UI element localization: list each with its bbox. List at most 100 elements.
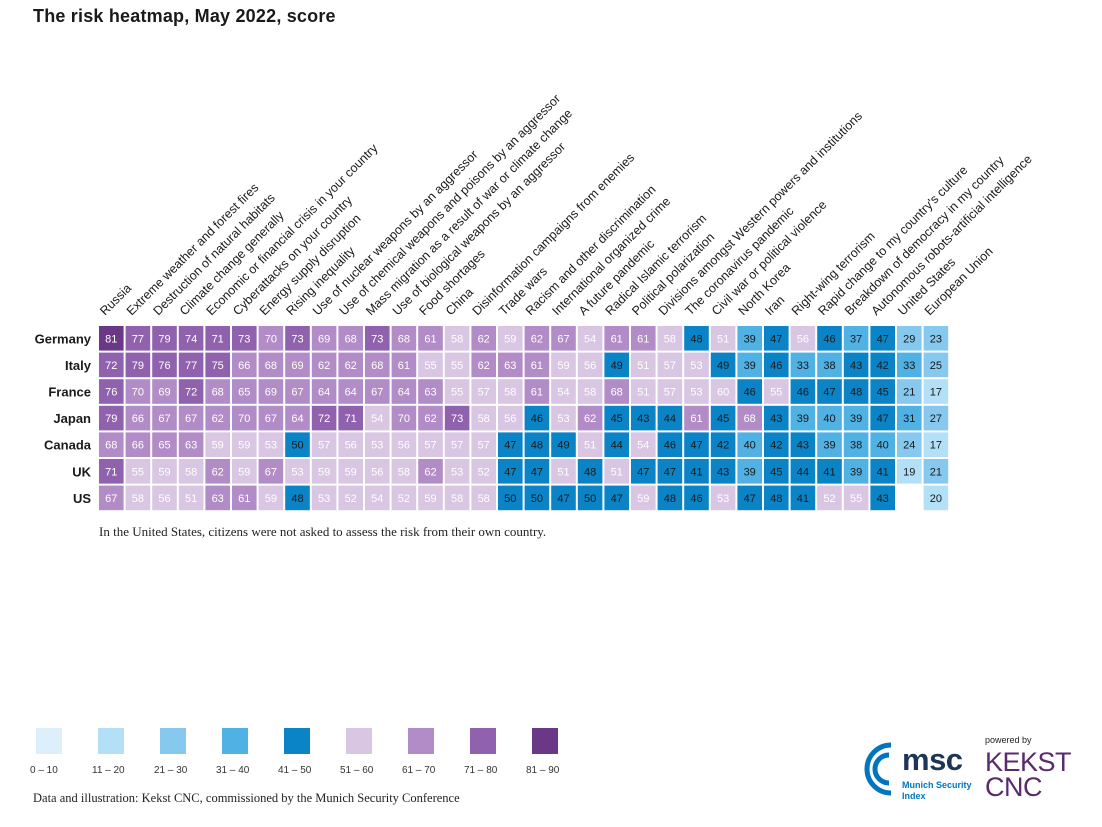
heatmap-cell (418, 352, 443, 378)
legend-item: 11 – 20 (92, 728, 142, 776)
heatmap-cell (897, 405, 922, 431)
heatmap-cell (657, 352, 683, 378)
heatmap-cell (205, 459, 230, 484)
legend-swatch (408, 728, 434, 754)
heatmap-cell (444, 459, 470, 484)
cell-value-label: 68 (611, 387, 623, 399)
cell-value-label: 77 (132, 333, 144, 345)
cell-value-label: 46 (770, 360, 782, 372)
legend-item: 81 – 90 (526, 728, 576, 776)
heatmap-cell (99, 405, 124, 431)
cell-value-label: 71 (212, 333, 224, 345)
heatmap-cell (178, 459, 204, 484)
cell-value-label: 64 (318, 387, 330, 399)
heatmap-cell (577, 459, 603, 484)
msc-sub-line: Index (902, 791, 926, 801)
heatmap-cell (444, 405, 470, 431)
cell-value-label: 46 (531, 413, 543, 425)
heatmap-cell (285, 485, 310, 511)
cell-value-label: 51 (185, 493, 197, 505)
heatmap-cell (604, 485, 629, 511)
heatmap-cell (99, 459, 124, 484)
cell-value-label: 55 (850, 493, 862, 505)
heatmap-cell (577, 432, 603, 457)
heatmap-cell (285, 352, 310, 378)
legend-swatch (222, 728, 248, 754)
heatmap-cell (152, 352, 177, 378)
heatmap-cell (710, 459, 736, 484)
msc-sub-line: Munich Security (902, 780, 972, 790)
heatmap-cell (604, 352, 629, 378)
heatmap-cell (870, 432, 895, 457)
cell-value-label: 45 (611, 413, 623, 425)
cell-value-label: 68 (398, 333, 410, 345)
heatmap-cell (657, 405, 683, 431)
heatmap-cell (232, 379, 257, 404)
cell-value-label: 40 (823, 413, 835, 425)
heatmap-cell (365, 405, 390, 431)
heatmap-cell (365, 379, 390, 404)
heatmap-cell (258, 352, 284, 378)
heatmap-cell (923, 459, 949, 484)
heatmap-cell (870, 352, 895, 378)
heatmap-cell (870, 326, 895, 351)
legend-label: 41 – 50 (278, 765, 312, 776)
cell-value-label: 62 (478, 333, 490, 345)
cell-value-label: 67 (185, 413, 197, 425)
chart-note: In the United States, citizens were not … (99, 524, 547, 539)
cell-value-label: 62 (212, 466, 224, 478)
cell-value-label: 73 (238, 333, 250, 345)
cell-value-label: 73 (451, 413, 463, 425)
heatmap-cell (710, 352, 736, 378)
cell-value-label: 66 (238, 360, 250, 372)
cell-value-label: 47 (690, 440, 702, 452)
cell-value-label: 56 (398, 440, 410, 452)
heatmap-cell (418, 379, 443, 404)
heatmap-cell (737, 432, 762, 457)
heatmap-cell (285, 459, 310, 484)
cell-value-label: 43 (877, 493, 889, 505)
heatmap-cell (152, 432, 177, 457)
heatmap-cell (790, 485, 816, 511)
cell-value-label: 46 (664, 440, 676, 452)
heatmap-cell (444, 326, 470, 351)
cell-value-label: 20 (930, 493, 942, 505)
heatmap-cell (737, 326, 762, 351)
chart-title: The risk heatmap, May 2022, score (33, 6, 336, 26)
heatmap-cell (471, 485, 496, 511)
heatmap-cell (577, 326, 603, 351)
cell-value-label: 48 (584, 466, 596, 478)
heatmap-cell (604, 459, 629, 484)
heatmap-cell (152, 326, 177, 351)
cell-value-label: 68 (345, 333, 357, 345)
heatmap-cell (604, 405, 629, 431)
heatmap-cell (391, 379, 417, 404)
heatmap-cell (631, 459, 656, 484)
cell-value-label: 38 (823, 360, 835, 372)
cell-value-label: 57 (664, 360, 676, 372)
heatmap-cell (258, 485, 284, 511)
cell-value-label: 39 (744, 360, 756, 372)
heatmap-cell (311, 432, 337, 457)
heatmap-cell (285, 405, 310, 431)
heatmap-cell (790, 379, 816, 404)
msc-logo-text: msc (902, 742, 963, 777)
heatmap-cell (524, 405, 550, 431)
heatmap-cell (125, 379, 151, 404)
cell-value-label: 64 (291, 413, 303, 425)
heatmap-cell (178, 352, 204, 378)
cell-value-label: 21 (930, 466, 942, 478)
cell-value-label: 55 (132, 466, 144, 478)
heatmap-cell (710, 379, 736, 404)
cell-value-label: 67 (291, 387, 303, 399)
heatmap-cell (311, 405, 337, 431)
heatmap-cell (604, 326, 629, 351)
cell-value-label: 40 (877, 440, 889, 452)
cell-value-label: 59 (158, 466, 170, 478)
heatmap-cell (285, 379, 310, 404)
cell-value-label: 47 (877, 413, 889, 425)
cell-value-label: 76 (105, 387, 117, 399)
heatmap-cell (205, 405, 230, 431)
heatmap-cell (418, 459, 443, 484)
cell-value-label: 56 (345, 440, 357, 452)
